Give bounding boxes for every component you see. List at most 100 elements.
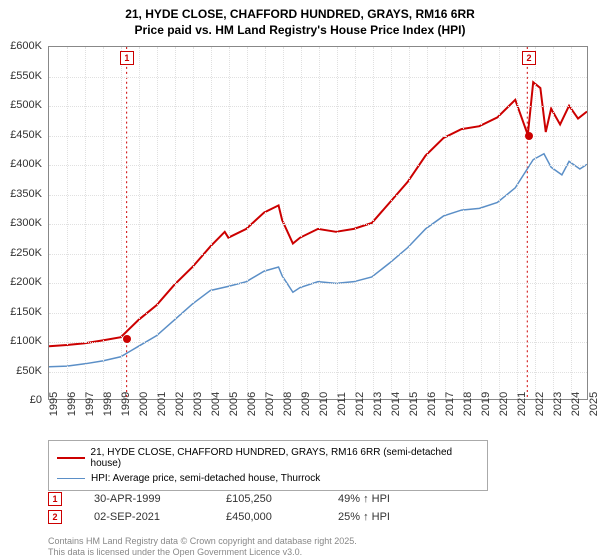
x-tick-label: 2014 xyxy=(390,392,402,416)
y-tick-label: £100K xyxy=(10,335,42,347)
grid-line-v xyxy=(355,47,356,399)
x-tick-label: 2025 xyxy=(588,392,600,416)
x-tick-label: 2024 xyxy=(570,392,582,416)
grid-line-h xyxy=(49,254,587,255)
grid-line-h xyxy=(49,313,587,314)
x-axis: 1995199619971998199920002001200220032004… xyxy=(48,400,588,440)
x-tick-label: 2021 xyxy=(516,392,528,416)
x-tick-label: 2023 xyxy=(552,392,564,416)
table-row: 1 30-APR-1999 £105,250 49% ↑ HPI xyxy=(48,490,390,508)
grid-line-v xyxy=(337,47,338,399)
grid-line-v xyxy=(139,47,140,399)
x-tick-label: 2004 xyxy=(210,392,222,416)
grid-line-v xyxy=(283,47,284,399)
x-tick-label: 2018 xyxy=(462,392,474,416)
x-tick-label: 2006 xyxy=(246,392,258,416)
chart-title: 21, HYDE CLOSE, CHAFFORD HUNDRED, GRAYS,… xyxy=(0,0,600,38)
x-tick-label: 1999 xyxy=(120,392,132,416)
grid-line-v xyxy=(85,47,86,399)
series-line-hpi xyxy=(49,154,587,367)
y-tick-label: £400K xyxy=(10,158,42,170)
table-change: 25% ↑ HPI xyxy=(338,511,390,523)
grid-line-v xyxy=(103,47,104,399)
grid-line-h xyxy=(49,195,587,196)
grid-line-v xyxy=(499,47,500,399)
x-tick-label: 1995 xyxy=(48,392,60,416)
title-line1: 21, HYDE CLOSE, CHAFFORD HUNDRED, GRAYS,… xyxy=(0,6,600,22)
y-tick-label: £0 xyxy=(30,394,42,406)
grid-line-v xyxy=(553,47,554,399)
table-marker: 1 xyxy=(48,492,62,506)
x-tick-label: 2015 xyxy=(408,392,420,416)
grid-line-v xyxy=(571,47,572,399)
table-price: £105,250 xyxy=(226,493,306,505)
grid-line-v xyxy=(427,47,428,399)
grid-line-v xyxy=(157,47,158,399)
grid-line-h xyxy=(49,165,587,166)
x-tick-label: 2001 xyxy=(156,392,168,416)
y-tick-label: £300K xyxy=(10,217,42,229)
x-tick-label: 2003 xyxy=(192,392,204,416)
chart-svg xyxy=(49,47,587,399)
grid-line-v xyxy=(391,47,392,399)
grid-line-v xyxy=(319,47,320,399)
y-tick-label: £150K xyxy=(10,306,42,318)
grid-line-h xyxy=(49,106,587,107)
x-tick-label: 2016 xyxy=(426,392,438,416)
title-line2: Price paid vs. HM Land Registry's House … xyxy=(0,22,600,38)
legend-swatch xyxy=(57,457,85,459)
grid-line-v xyxy=(535,47,536,399)
x-tick-label: 1997 xyxy=(84,392,96,416)
table-date: 30-APR-1999 xyxy=(94,493,194,505)
grid-line-h xyxy=(49,224,587,225)
marker-dot xyxy=(525,132,533,140)
chart-container: 21, HYDE CLOSE, CHAFFORD HUNDRED, GRAYS,… xyxy=(0,0,600,560)
x-tick-label: 2022 xyxy=(534,392,546,416)
x-tick-label: 2005 xyxy=(228,392,240,416)
x-tick-label: 2017 xyxy=(444,392,456,416)
grid-line-v xyxy=(175,47,176,399)
x-tick-label: 2013 xyxy=(372,392,384,416)
grid-line-v xyxy=(247,47,248,399)
y-tick-label: £450K xyxy=(10,129,42,141)
table-change: 49% ↑ HPI xyxy=(338,493,390,505)
x-tick-label: 2011 xyxy=(336,392,348,416)
x-tick-label: 2009 xyxy=(300,392,312,416)
legend-swatch xyxy=(57,478,85,479)
grid-line-v xyxy=(211,47,212,399)
grid-line-v xyxy=(121,47,122,399)
y-tick-label: £200K xyxy=(10,276,42,288)
table-date: 02-SEP-2021 xyxy=(94,511,194,523)
footer: Contains HM Land Registry data © Crown c… xyxy=(48,536,357,558)
marker-box: 1 xyxy=(120,51,134,65)
footer-line1: Contains HM Land Registry data © Crown c… xyxy=(48,536,357,547)
x-tick-label: 1996 xyxy=(66,392,78,416)
footer-line2: This data is licensed under the Open Gov… xyxy=(48,547,357,558)
x-tick-label: 2007 xyxy=(264,392,276,416)
grid-line-v xyxy=(67,47,68,399)
y-tick-label: £600K xyxy=(10,40,42,52)
legend-row: 21, HYDE CLOSE, CHAFFORD HUNDRED, GRAYS,… xyxy=(57,445,479,471)
grid-line-v xyxy=(373,47,374,399)
x-tick-label: 2002 xyxy=(174,392,186,416)
x-tick-label: 2008 xyxy=(282,392,294,416)
x-tick-label: 2000 xyxy=(138,392,150,416)
grid-line-v xyxy=(301,47,302,399)
y-tick-label: £500K xyxy=(10,99,42,111)
marker-box: 2 xyxy=(522,51,536,65)
grid-line-v xyxy=(229,47,230,399)
y-tick-label: £250K xyxy=(10,247,42,259)
y-tick-label: £550K xyxy=(10,70,42,82)
table-price: £450,000 xyxy=(226,511,306,523)
data-table: 130-APR-1999£105,25049% ↑ HPI202-SEP-202… xyxy=(48,490,390,526)
x-tick-label: 2020 xyxy=(498,392,510,416)
grid-line-v xyxy=(445,47,446,399)
grid-line-h xyxy=(49,342,587,343)
x-tick-label: 1998 xyxy=(102,392,114,416)
legend: 21, HYDE CLOSE, CHAFFORD HUNDRED, GRAYS,… xyxy=(48,440,488,491)
x-tick-label: 2019 xyxy=(480,392,492,416)
y-axis: £0£50K£100K£150K£200K£250K£300K£350K£400… xyxy=(0,46,46,400)
series-line-price_paid xyxy=(49,82,587,346)
table-row: 202-SEP-2021£450,00025% ↑ HPI xyxy=(48,508,390,526)
grid-line-h xyxy=(49,136,587,137)
